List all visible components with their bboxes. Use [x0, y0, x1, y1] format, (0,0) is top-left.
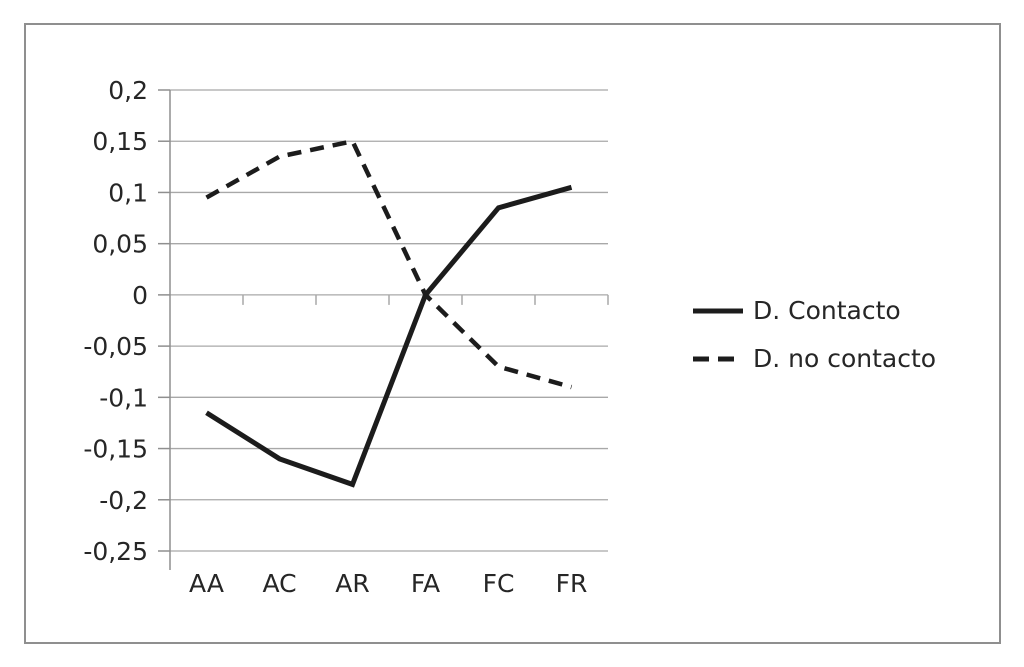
legend-label-d-contacto: D. Contacto [753, 296, 901, 325]
y-axis-tick-label: -0,05 [83, 332, 148, 361]
x-axis-category-label: AA [189, 569, 224, 598]
y-axis-tick-label: 0,2 [108, 76, 148, 105]
y-axis-tick-label: -0,25 [83, 537, 148, 566]
chart-legend: D. Contacto D. no contacto [693, 295, 936, 374]
legend-item-d-contacto: D. Contacto [693, 295, 936, 326]
legend-label-d-no-contacto: D. no contacto [753, 344, 937, 373]
y-axis-tick-label: 0 [132, 281, 148, 310]
solid-line-swatch-icon [693, 308, 743, 313]
y-axis-tick-label: 0,15 [92, 127, 148, 156]
y-axis-tick-label: -0,2 [99, 486, 148, 515]
x-axis-category-label: FR [556, 569, 588, 598]
y-axis-tick-label: 0,1 [108, 178, 148, 207]
y-axis-tick-label: -0,1 [99, 383, 148, 412]
y-axis-tick-label: -0,15 [83, 435, 148, 464]
series-line-d-no-contacto [205, 138, 573, 390]
y-axis-tick-label: 0,05 [92, 230, 148, 259]
x-axis-category-label: AR [335, 569, 369, 598]
chart-outer-border [24, 23, 1001, 644]
x-axis-category-label: FC [483, 569, 515, 598]
x-axis-category-label: FA [411, 569, 440, 598]
dashed-line-swatch-icon [693, 356, 743, 361]
x-axis-category-label: AC [262, 569, 296, 598]
legend-item-d-no-contacto: D. no contacto [693, 343, 936, 374]
series-line-d-contacto [205, 184, 573, 488]
